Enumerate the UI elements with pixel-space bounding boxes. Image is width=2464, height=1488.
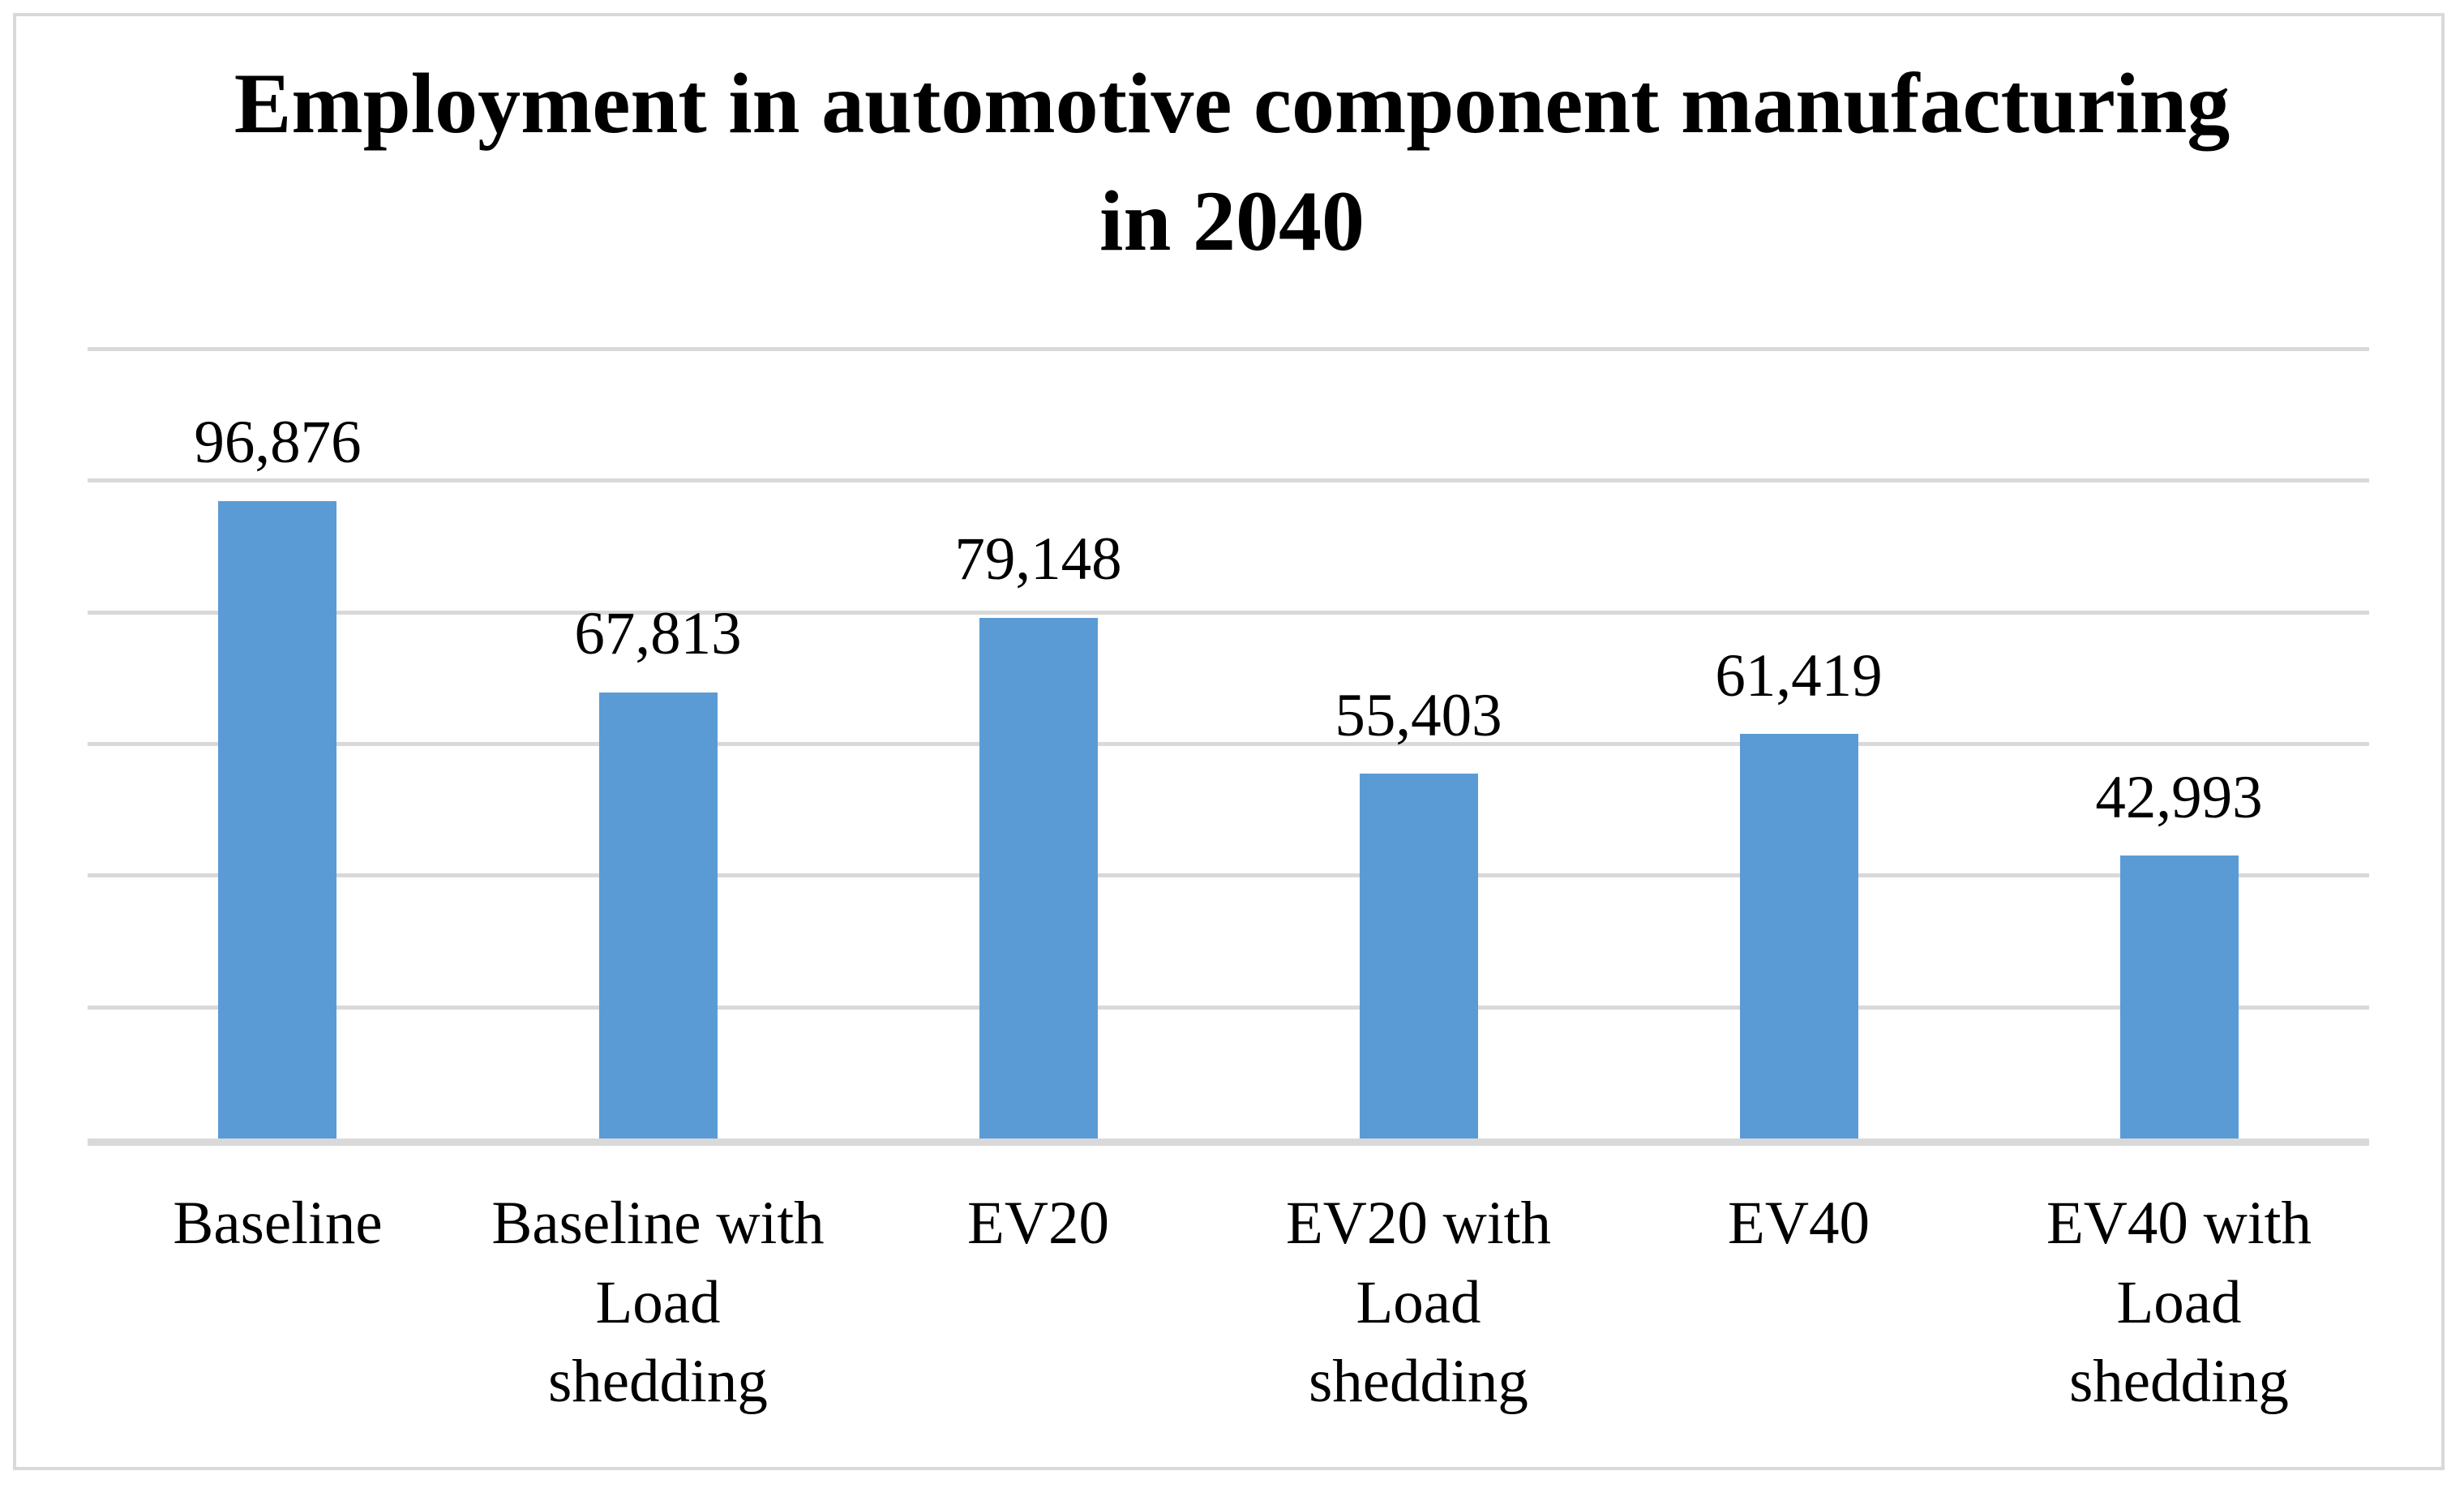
category-label-line: Baseline with (491, 1190, 825, 1257)
gridline (88, 610, 2369, 615)
bar-ev40 (1739, 734, 1858, 1139)
chart-border (13, 13, 2445, 1470)
category-label-line: EV20 (967, 1190, 1109, 1257)
x-axis-line (88, 1139, 2369, 1146)
bar-ev40-load-shedding (2119, 855, 2239, 1139)
category-label-line: EV40 with (2046, 1190, 2312, 1257)
category-axis: Baseline Baseline with Load shedding EV20 EV2… (88, 1184, 2369, 1476)
category-label-line: shedding (548, 1348, 768, 1415)
chart-title-line-1: Employment in automotive component manuf… (234, 56, 2230, 151)
category-label-ev40-load-shedding: EV40 with Load shedding (1989, 1184, 2369, 1422)
bar-ev20 (979, 617, 1098, 1139)
gridline (88, 1005, 2369, 1010)
gridline (88, 478, 2369, 483)
category-label-ev20: EV20 (848, 1184, 1228, 1263)
bar-ev20-load-shedding (1359, 774, 1478, 1139)
category-label-line: Load (595, 1268, 721, 1336)
bar-value-label: 79,148 (954, 525, 1122, 594)
gridline (88, 347, 2369, 351)
bar-value-label: 96,876 (194, 409, 362, 477)
bar-value-label: 61,419 (1715, 641, 1883, 710)
category-label-ev40: EV40 (1609, 1184, 1989, 1263)
plot-area: 96,876 67,813 79,148 55,403 61,419 42,993 (88, 347, 2369, 1146)
category-label-line: Load (1356, 1268, 1481, 1336)
category-label-baseline: Baseline (88, 1184, 468, 1263)
category-label-baseline-load-shedding: Baseline with Load shedding (468, 1184, 848, 1422)
gridline (88, 873, 2369, 878)
category-label-line: EV40 (1728, 1190, 1870, 1257)
bar-value-label: 55,403 (1335, 681, 1502, 749)
category-label-line: EV20 with (1285, 1190, 1552, 1257)
gridline (88, 742, 2369, 746)
chart-title: Employment in automotive component manuf… (0, 45, 2464, 280)
category-label-line: Load (2116, 1268, 2242, 1336)
bar-value-label: 42,993 (2095, 763, 2263, 831)
category-label-line: Baseline (173, 1190, 383, 1257)
chart-title-line-2: in 2040 (1099, 174, 1365, 269)
bar-baseline-load-shedding (598, 692, 718, 1139)
category-label-ev20-load-shedding: EV20 with Load shedding (1228, 1184, 1609, 1422)
bar-value-label: 67,813 (574, 600, 742, 668)
category-label-line: shedding (1309, 1348, 1528, 1415)
category-label-line: shedding (2069, 1348, 2289, 1415)
bar-baseline (218, 500, 337, 1139)
